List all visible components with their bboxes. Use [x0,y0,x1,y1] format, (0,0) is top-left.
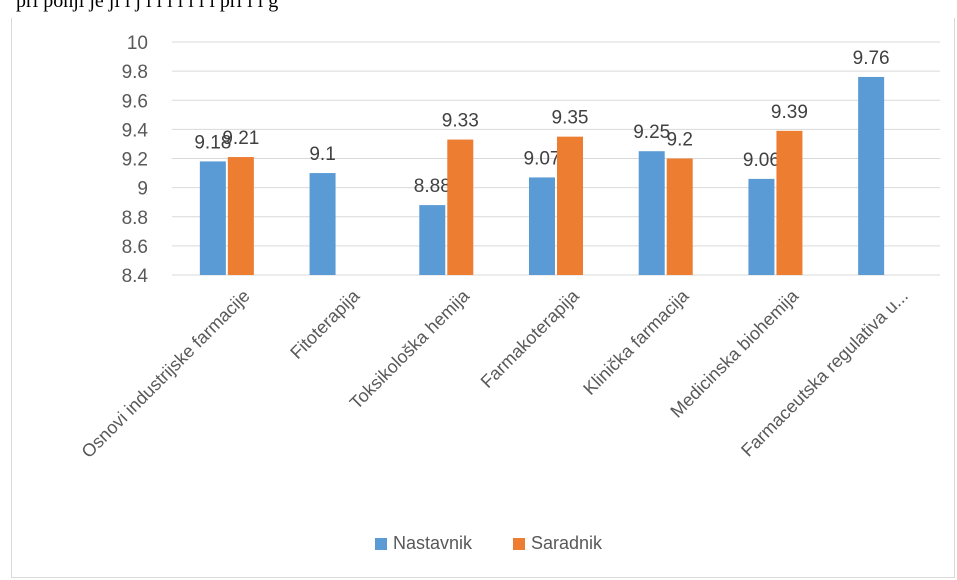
bar-nastavnik [858,76,885,275]
bar-saradnik [227,157,254,275]
bar-saradnik [447,139,474,275]
y-tick-label: 9.6 [122,91,148,112]
data-label: 9.21 [222,128,259,149]
bar-nastavnik [529,177,555,275]
y-tick-label: 8.8 [122,208,148,229]
x-category-label: Toksikološka hemija [346,285,474,413]
data-label: 9.25 [633,122,670,143]
data-label: 9.06 [743,150,780,171]
bar-nastavnik [748,178,775,275]
legend-swatch [375,538,387,550]
data-label: 9.35 [552,108,589,129]
data-label: 9.1 [309,144,335,165]
x-category-label: Farmakoterapija [477,285,584,392]
bar-nastavnik [309,173,336,275]
bar-nastavnik [638,151,665,275]
bar-saradnik [666,158,693,275]
caption-fragment: pri ponji je ji l j i i l i l i i pri i … [16,0,279,12]
chart-border [11,18,955,578]
legend-entry: Saradnik [531,533,603,553]
data-label: 9.18 [194,132,231,153]
y-tick-label: 8.6 [122,237,148,258]
y-tick-label: 9.4 [122,120,149,141]
y-tick-label: 9 [137,179,148,200]
legend-entry: Nastavnik [393,533,473,553]
data-label: 9.07 [524,148,561,169]
data-label: 9.76 [853,48,890,69]
data-label: 9.39 [771,102,808,123]
bar-saradnik [776,130,803,275]
bar-saradnik [557,136,583,275]
bar-nastavnik [199,161,226,275]
legend-swatch [513,538,525,550]
data-label: 9.33 [442,111,479,132]
y-tick-label: 9.8 [122,62,148,83]
bar-nastavnik [419,205,446,275]
y-tick-label: 10 [127,33,148,54]
y-tick-label: 8.4 [122,266,149,287]
y-tick-label: 9.2 [122,150,148,171]
x-category-label: Fitoterapija [286,285,364,363]
x-category-label: Klinička farmacija [579,285,693,399]
data-label: 9.2 [667,130,693,151]
data-label: 8.88 [414,176,451,197]
x-category-label: Osnovi industrijske farmacije [78,286,254,462]
